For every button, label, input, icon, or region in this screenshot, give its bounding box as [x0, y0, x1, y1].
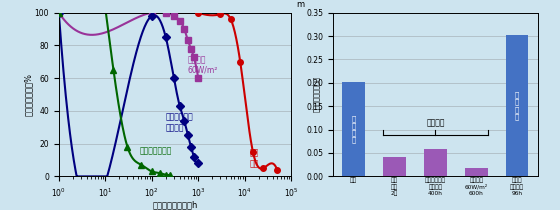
Text: 延
性
破
壊: 延 性 破 壊: [515, 92, 519, 120]
Text: メタルハライド: メタルハライド: [139, 146, 172, 155]
Bar: [383, 157, 406, 176]
Text: m: m: [296, 0, 305, 9]
Text: サンシャイン
カーボン: サンシャイン カーボン: [166, 113, 194, 132]
Text: 脆性破壊: 脆性破壊: [426, 119, 445, 128]
Bar: [424, 149, 447, 176]
Text: 屋外
暴露: 屋外 暴露: [250, 149, 259, 168]
Bar: [506, 35, 529, 176]
X-axis label: 耐候性試験時間　h: 耐候性試験時間 h: [152, 200, 198, 209]
Bar: [342, 82, 365, 176]
Text: 延
性
破
壊: 延 性 破 壊: [352, 115, 356, 143]
Y-axis label: 光沢度保持率　%: 光沢度保持率 %: [24, 73, 33, 116]
Text: キセノン
60W/m²: キセノン 60W/m²: [188, 55, 218, 75]
Text: 衝撃試験破壊限界値: 衝撃試験破壊限界値: [313, 76, 320, 113]
Bar: [465, 168, 488, 176]
